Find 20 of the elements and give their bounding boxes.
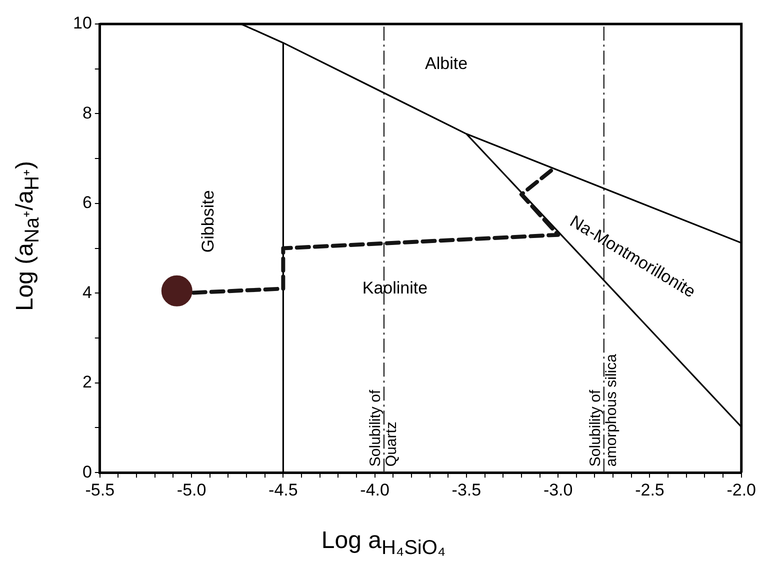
x-tick-label: -3.5: [452, 480, 482, 500]
x-tick-label: -4.5: [268, 480, 298, 500]
annotation: Albite: [425, 54, 468, 74]
x-tick-label: -4.0: [360, 480, 390, 500]
ref-line-label: Solubility of Quartz: [367, 389, 400, 467]
x-tick-label: -3.0: [543, 480, 573, 500]
x-axis-title: Log a$_{H₄SiO₄}$: [320, 527, 447, 560]
y-tick-label: 6: [82, 193, 92, 212]
x-tick-label: -5.5: [85, 480, 115, 500]
ref-line-label: Solubility of amorphous silica: [587, 353, 620, 467]
y-tick-label: 0: [82, 462, 92, 482]
y-tick-label: 10: [72, 14, 92, 33]
y-tick-label: 8: [82, 103, 92, 122]
y-tick-label: 2: [82, 372, 92, 392]
x-tick-label: -2.5: [635, 480, 664, 500]
annotation: Gibbsite: [198, 190, 218, 253]
x-tick-label: -2.0: [726, 480, 756, 500]
y-tick-label: 4: [82, 282, 92, 302]
annotation: Kaolinite: [362, 278, 428, 298]
x-tick-label: -5.0: [176, 480, 206, 500]
